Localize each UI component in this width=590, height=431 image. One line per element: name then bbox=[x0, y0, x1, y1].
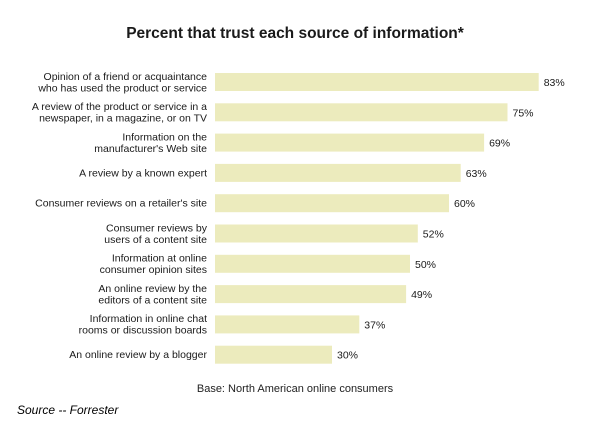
category-label-6: Information at online consumer opinion si… bbox=[100, 253, 208, 277]
category-label-9: An online review by a blogger bbox=[69, 349, 207, 361]
category-label-line: rooms or discussion boards bbox=[79, 325, 207, 337]
value-label-9: 30% bbox=[337, 350, 358, 362]
category-label-line: A review of the product or service in a bbox=[32, 101, 207, 113]
category-label-line: Opinion of a friend or acquaintance bbox=[44, 71, 208, 83]
category-label-0: Opinion of a friend or acquaintance who h… bbox=[37, 71, 207, 95]
category-label-line: manufacturer's Web site bbox=[94, 143, 207, 155]
bars-layer bbox=[215, 73, 539, 364]
category-label-line: Information in online chat bbox=[90, 313, 207, 325]
category-label-line: An online review by the bbox=[98, 283, 207, 295]
value-label-8: 37% bbox=[364, 319, 385, 331]
value-label-1: 75% bbox=[513, 107, 534, 119]
bar-1 bbox=[215, 103, 508, 122]
bar-5 bbox=[215, 224, 418, 243]
category-label-line: Consumer reviews on a retailer's site bbox=[35, 198, 207, 210]
category-label-line: An online review by a blogger bbox=[69, 349, 207, 361]
category-label-line: A review by a known expert bbox=[79, 167, 207, 179]
category-label-3: A review by a known expert bbox=[79, 167, 207, 179]
category-labels: Opinion of a friend or acquaintance who h… bbox=[32, 71, 208, 361]
chart-title: Percent that trust each source of inform… bbox=[126, 25, 464, 42]
category-label-line: newspaper, in a magazine, or on TV bbox=[39, 113, 207, 125]
category-label-line: consumer opinion sites bbox=[100, 264, 207, 276]
bar-0 bbox=[215, 73, 539, 91]
value-label-7: 49% bbox=[411, 289, 432, 301]
category-label-7: An online review by the editors of a cont… bbox=[98, 283, 207, 307]
value-labels: 83% 75% 69% 63% 60% 52% 50% 49% 37% 30% bbox=[337, 77, 565, 362]
category-label-line: users of a content site bbox=[104, 234, 207, 246]
value-label-3: 63% bbox=[466, 168, 487, 180]
base-note: Base: North American online consumers bbox=[196, 383, 394, 395]
value-label-2: 69% bbox=[489, 138, 510, 150]
source-note: Source -- Forrester bbox=[17, 403, 119, 417]
bar-9 bbox=[215, 345, 332, 364]
bar-8 bbox=[215, 315, 360, 334]
value-label-6: 50% bbox=[415, 259, 436, 271]
bar-6 bbox=[215, 254, 410, 273]
category-label-2: Information on the manufacturer's Web sit… bbox=[94, 131, 207, 155]
value-label-5: 52% bbox=[423, 229, 444, 241]
value-label-4: 60% bbox=[454, 198, 475, 210]
category-label-line: Consumer reviews by bbox=[106, 222, 208, 234]
bar-7 bbox=[215, 285, 407, 304]
bar-3 bbox=[215, 163, 461, 182]
category-label-line: Information at online bbox=[112, 253, 207, 265]
category-label-4: Consumer reviews on a retailer's site bbox=[35, 198, 207, 210]
category-label-line: who has used the product or service bbox=[37, 82, 207, 94]
category-label-line: Information on the bbox=[122, 131, 207, 143]
bar-4 bbox=[215, 194, 449, 213]
category-label-5: Consumer reviews by users of a content si… bbox=[104, 222, 207, 246]
value-label-0: 83% bbox=[544, 77, 565, 89]
bar-2 bbox=[215, 133, 485, 152]
category-label-line: editors of a content site bbox=[98, 294, 207, 306]
category-label-8: Information in online chat rooms or discu… bbox=[79, 313, 207, 337]
